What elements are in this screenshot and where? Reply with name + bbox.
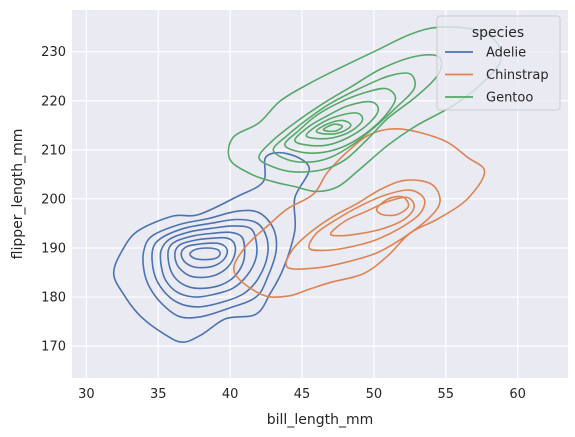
contour-line xyxy=(189,247,221,261)
series-chinstrap-contours xyxy=(233,128,486,298)
contour-line xyxy=(329,196,415,237)
contour-line xyxy=(112,151,311,343)
legend-label: Chinstrap xyxy=(486,68,549,83)
y-tick-label: 190 xyxy=(41,241,66,256)
legend-title: species xyxy=(472,25,524,41)
grid-lines xyxy=(72,10,568,378)
contour-line xyxy=(151,218,269,308)
contour-line xyxy=(285,179,441,270)
y-tick-labels: 170 180 190 200 210 220 230 xyxy=(41,45,66,354)
legend-label: Adelie xyxy=(486,46,526,61)
contour-line xyxy=(174,236,237,279)
y-tick-label: 230 xyxy=(41,45,66,60)
contour-line xyxy=(375,195,410,217)
legend-box xyxy=(436,15,561,111)
x-axis-label: bill_length_mm xyxy=(267,412,373,428)
contour-line xyxy=(142,209,278,319)
x-tick-label: 55 xyxy=(438,387,455,402)
contour-line xyxy=(322,123,344,133)
legend-items: Adelie Chinstrap Gentoo xyxy=(445,46,549,106)
legend-label: Gentoo xyxy=(486,91,533,106)
x-tick-label: 45 xyxy=(294,387,311,402)
y-tick-label: 200 xyxy=(41,192,66,207)
x-tick-label: 60 xyxy=(509,387,526,402)
contour-line xyxy=(294,100,380,147)
contour-line xyxy=(305,112,364,140)
contour-line xyxy=(308,189,426,252)
y-tick-label: 170 xyxy=(41,340,66,355)
contour-line xyxy=(272,72,416,163)
contour-line xyxy=(284,87,397,154)
contour-line xyxy=(315,119,352,135)
y-tick-label: 210 xyxy=(41,143,66,158)
x-tick-label: 50 xyxy=(366,387,383,402)
x-tick-label: 30 xyxy=(78,387,95,402)
series-adelie-contours xyxy=(112,151,311,343)
contour-line xyxy=(159,225,258,298)
y-tick-label: 180 xyxy=(41,291,66,306)
x-tick-labels: 30 35 40 45 50 55 60 xyxy=(78,387,526,402)
x-tick-label: 40 xyxy=(222,387,239,402)
contour-line xyxy=(233,128,486,298)
contour-line xyxy=(167,231,246,290)
legend: species Adelie Chinstrap Gentoo xyxy=(436,15,561,111)
y-axis-label: flipper_length_mm xyxy=(10,129,26,260)
x-tick-label: 35 xyxy=(150,387,167,402)
y-tick-label: 220 xyxy=(41,94,66,109)
contour-line xyxy=(180,242,229,269)
